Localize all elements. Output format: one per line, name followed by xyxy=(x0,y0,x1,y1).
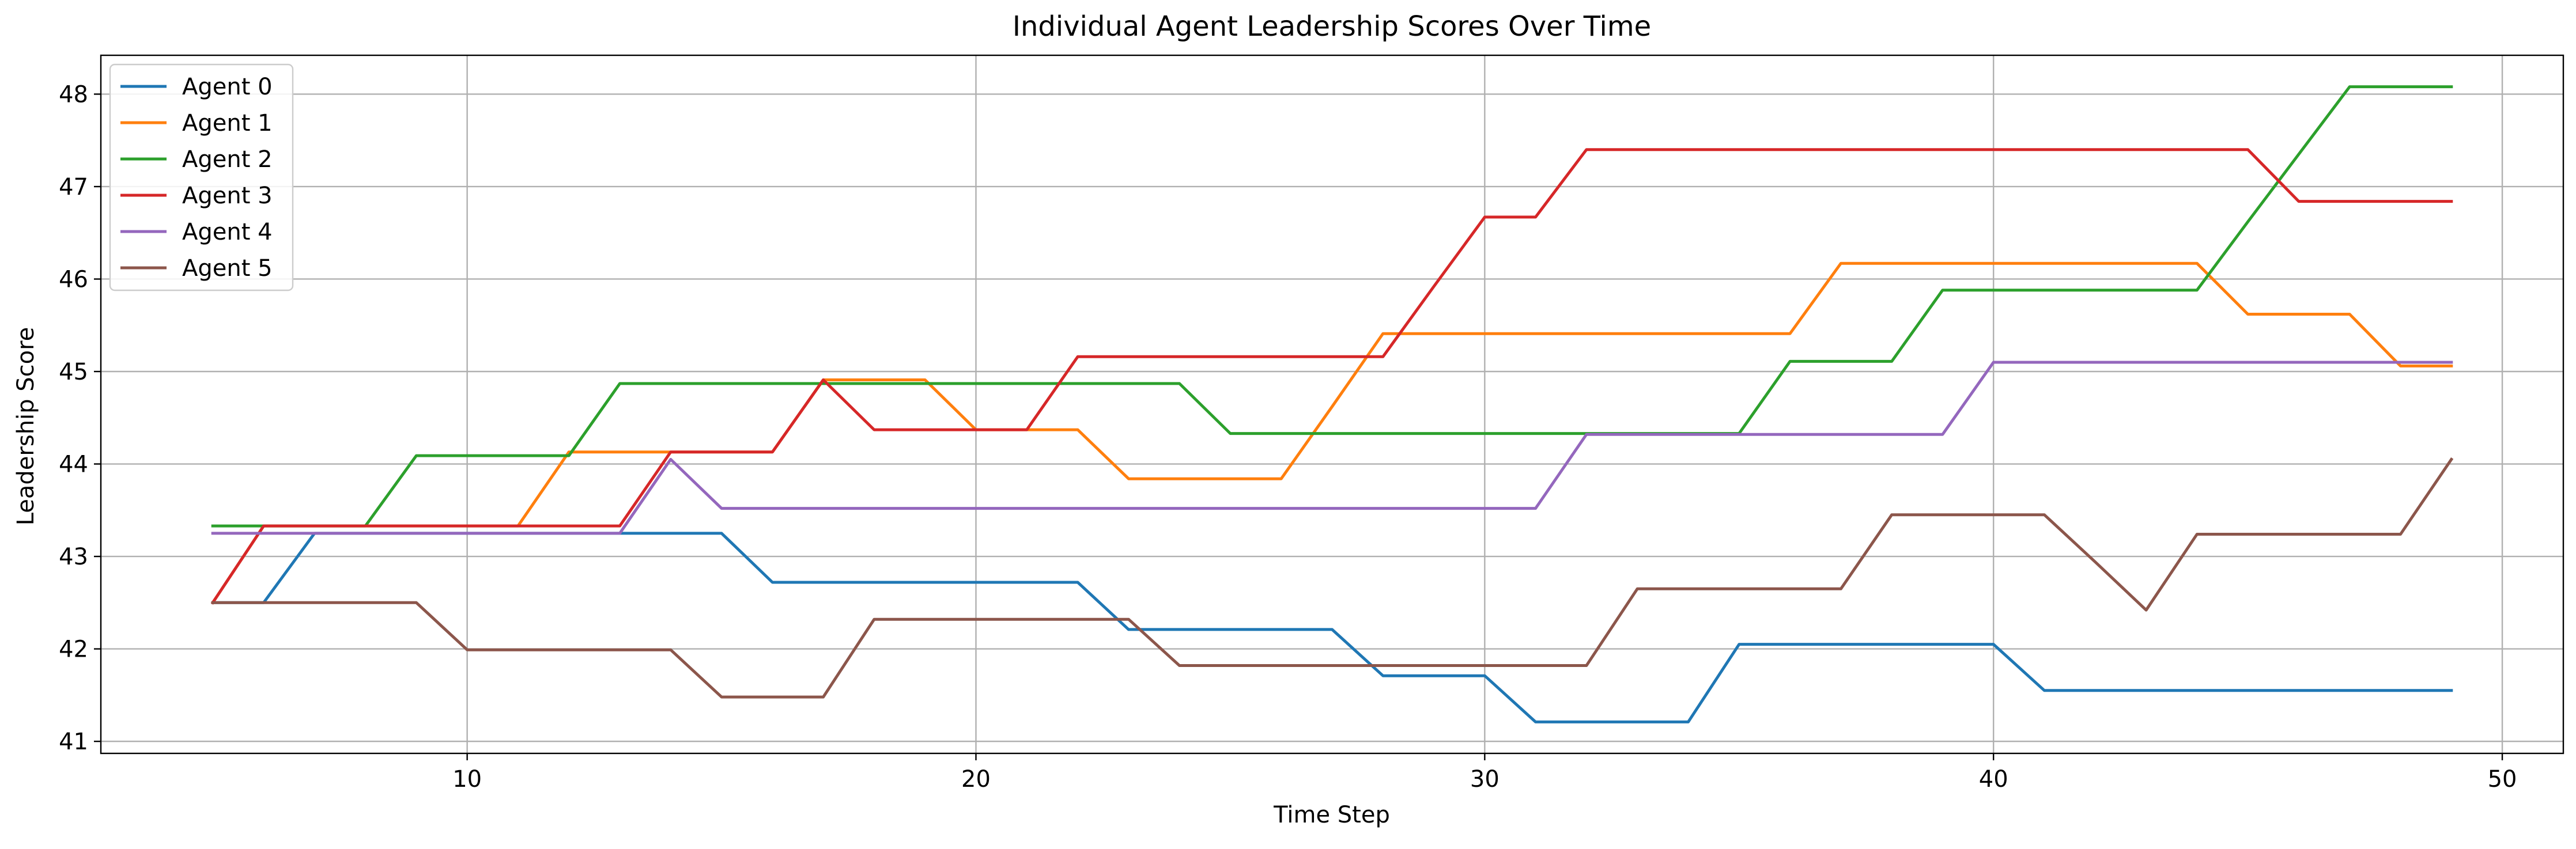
chart-title: Individual Agent Leadership Scores Over … xyxy=(1013,10,1651,43)
legend: Agent 0 Agent 1 Agent 2 Agent 3 Agent 4 Agent… xyxy=(109,63,294,291)
legend-label-agent-3: Agent 3 xyxy=(182,183,273,209)
x-tick-label: 30 xyxy=(1470,766,1499,793)
x-tick-label: 50 xyxy=(2488,766,2517,793)
legend-box xyxy=(109,63,294,291)
y-tick-label: 42 xyxy=(59,636,88,663)
series-line-agent-1 xyxy=(210,261,2453,605)
legend-label-agent-2: Agent 2 xyxy=(182,146,273,173)
series-line-agent-2 xyxy=(211,85,2453,528)
series-line-agent-4 xyxy=(211,361,2453,535)
y-tick-label: 48 xyxy=(59,81,88,108)
plot-frame xyxy=(100,54,2564,755)
y-tick-label: 43 xyxy=(59,544,88,570)
legend-label-agent-1: Agent 1 xyxy=(182,110,273,137)
series-layer xyxy=(210,85,2454,723)
legend-label-agent-4: Agent 4 xyxy=(182,219,273,245)
x-tick-label: 20 xyxy=(961,766,991,793)
x-tick-label: 10 xyxy=(452,766,482,793)
series-line-agent-5 xyxy=(211,457,2454,699)
series-line-agent-3 xyxy=(210,148,2453,605)
axes-layer: 10 20 30 40 50 41 42 43 44 45 46 47 48 xyxy=(59,54,2564,793)
y-tick-label: 46 xyxy=(59,266,88,293)
legend-label-agent-5: Agent 5 xyxy=(182,255,273,282)
x-axis-label: Time Step xyxy=(1273,802,1390,828)
y-axis-label: Leadership Score xyxy=(13,327,39,526)
y-tick-label: 45 xyxy=(59,359,88,385)
legend-label-agent-0: Agent 0 xyxy=(182,74,273,100)
y-tick-label: 47 xyxy=(59,174,88,200)
x-tick-label: 40 xyxy=(1979,766,2008,793)
y-tick-label: 41 xyxy=(59,729,88,755)
y-tick-label: 44 xyxy=(59,452,88,478)
